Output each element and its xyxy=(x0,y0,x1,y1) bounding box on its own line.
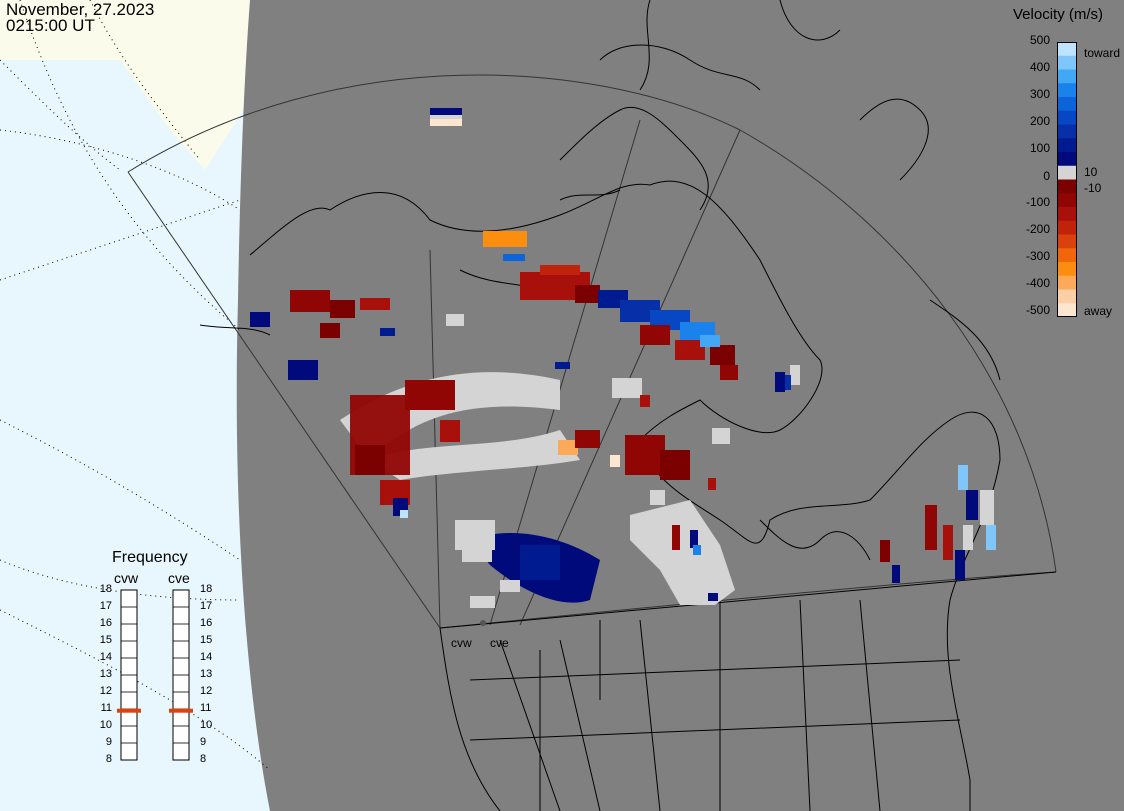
frequency-scale-label: 9 xyxy=(105,736,112,748)
colorbar-swatch xyxy=(1057,42,1077,57)
colorbar-tick-label: -10 xyxy=(1084,181,1102,195)
frequency-scale-label: 11 xyxy=(200,702,212,714)
colorbar-swatch xyxy=(1057,138,1077,153)
colorbar-tick-label: -100 xyxy=(1025,195,1050,209)
frequency-scale-label: 12 xyxy=(99,685,112,697)
colorbar-away-label: away xyxy=(1084,304,1113,318)
colorbar-tick-label: 300 xyxy=(1029,87,1050,101)
frequency-panel xyxy=(117,589,193,761)
frequency-scale-label: 18 xyxy=(99,583,112,595)
colorbar-tick-label: 500 xyxy=(1029,33,1050,47)
latitude-grid xyxy=(0,0,271,771)
frequency-scale-label: 15 xyxy=(99,634,112,646)
colorbar-swatch xyxy=(1057,193,1077,208)
frequency-scale-label: 14 xyxy=(99,651,112,663)
colorbar-swatch xyxy=(1057,248,1077,263)
colorbar-swatch xyxy=(1057,110,1077,125)
coastlines xyxy=(199,0,1057,811)
frequency-scale-label: 8 xyxy=(200,753,207,765)
frequency-scale-label: 14 xyxy=(200,651,213,663)
colorbar-tick-label: -200 xyxy=(1025,222,1050,236)
colorbar-tick-label: -300 xyxy=(1025,249,1050,263)
freq-radar-name-cve: cve xyxy=(168,570,190,586)
colorbar-swatch xyxy=(1057,289,1077,304)
colorbar-swatch xyxy=(1057,234,1077,249)
map-date: November, 27.2023 xyxy=(6,0,155,19)
frequency-scale-label: 9 xyxy=(200,736,207,748)
frequency-scale-label: 18 xyxy=(200,583,213,595)
frequency-scale-label: 13 xyxy=(99,668,112,680)
colorbar-swatch xyxy=(1057,262,1077,277)
frequency-marker xyxy=(169,708,193,713)
colorbar-tick-label: -500 xyxy=(1025,303,1050,317)
frequency-scale-label: 10 xyxy=(99,719,112,731)
colorbar-swatch xyxy=(1057,165,1077,180)
colorbar-swatch xyxy=(1057,179,1077,194)
colorbar-toward-label: toward xyxy=(1084,46,1121,60)
radar-site-marker xyxy=(480,620,486,626)
colorbar-tick-label: 0 xyxy=(1043,169,1050,183)
frequency-scale-label: 10 xyxy=(200,719,213,731)
frequency-scale-label: 16 xyxy=(99,617,112,629)
frequency-scale-label: 12 xyxy=(200,685,213,697)
colorbar-swatch xyxy=(1057,303,1077,317)
frequency-scale-label: 8 xyxy=(105,753,112,765)
night-region xyxy=(236,0,1124,811)
colorbar-swatch xyxy=(1057,83,1077,98)
radar-label-cve: cve xyxy=(490,636,509,650)
frequency-scale-label: 11 xyxy=(100,702,112,714)
colorbar-tick-label: 400 xyxy=(1029,60,1050,74)
freq-radar-name-cvw: cvw xyxy=(114,570,139,586)
frequency-scale-label: 17 xyxy=(99,600,112,612)
velocity-colorbar xyxy=(1057,42,1077,317)
frequency-scale-label: 13 xyxy=(200,668,213,680)
colorbar-swatch xyxy=(1057,220,1077,235)
colorbar-swatch xyxy=(1057,275,1077,290)
colorbar-tick-label: -400 xyxy=(1025,276,1050,290)
colorbar-tick-label: 100 xyxy=(1029,141,1050,155)
colorbar-swatch xyxy=(1057,97,1077,112)
frequency-title: Frequency xyxy=(112,549,188,566)
colorbar-swatch xyxy=(1057,152,1077,167)
frequency-marker xyxy=(117,708,141,713)
colorbar-swatch xyxy=(1057,207,1077,222)
radar-label-cvw: cvw xyxy=(451,636,472,650)
colorbar-border xyxy=(1057,42,1077,317)
colorbar-tick-label: 200 xyxy=(1029,114,1050,128)
frequency-scale-label: 16 xyxy=(200,617,213,629)
frequency-scale-label: 15 xyxy=(200,634,213,646)
map-time: 0215:00 UT xyxy=(6,16,95,35)
frequency-scale-label: 17 xyxy=(200,600,213,612)
landmass-light xyxy=(0,0,250,170)
colorbar-tick-label: 10 xyxy=(1084,165,1098,179)
colorbar-swatch xyxy=(1057,69,1077,84)
velocity-cells xyxy=(250,108,996,608)
colorbar-title: Velocity (m/s) xyxy=(1013,6,1104,23)
colorbar-swatch xyxy=(1057,124,1077,139)
colorbar-swatch xyxy=(1057,55,1077,70)
